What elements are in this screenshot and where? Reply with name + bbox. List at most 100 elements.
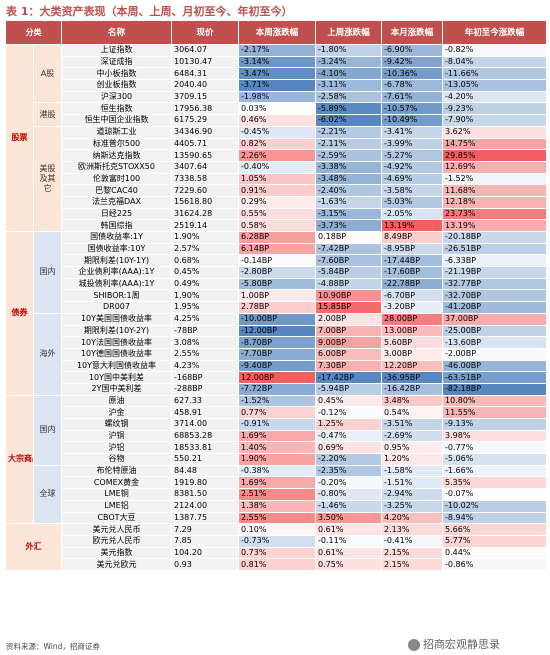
change-value: 3.00BP (381, 347, 443, 361)
change-value: -25.00BP (442, 324, 547, 338)
change-value: -0.12% (315, 406, 382, 419)
table-title: 表 1：大类资产表现（本周、上周、月初至今、年初至今） (6, 5, 293, 18)
change-value: -3.71% (238, 79, 316, 92)
table-row: 海外 10Y美国国债收益率 4.25% -10.00BP 2.00BP 28.00BP 37… (6, 312, 547, 396)
category-label: 债券 (5, 231, 34, 396)
change-value: -7.61% (381, 90, 443, 104)
wechat-icon (408, 639, 420, 651)
change-value: -2.00BP (442, 347, 547, 361)
table-row: 国债收益率:10Y 2.57% 6.14BP -7.42BP -8.95BP -26.51… (6, 242, 547, 256)
change-value: 0.95% (381, 441, 443, 455)
asset-price: 17956.38 (171, 102, 239, 116)
change-value: -17.42BP (315, 371, 382, 384)
asset-price: 4.23% (171, 359, 239, 373)
change-value: 9.00BP (315, 336, 382, 349)
change-value: 0.91% (238, 184, 316, 197)
change-value: -1.66% (442, 464, 547, 478)
change-value: -82.18BP (442, 382, 547, 396)
change-value: 6.00BP (315, 347, 382, 361)
change-value: 12.00BP (238, 371, 316, 384)
change-value: 2.15% (381, 558, 443, 571)
asset-price: 7338.58 (171, 172, 239, 186)
asset-name: 螺纹钢 (61, 418, 172, 431)
table-row: 债券 国内 国债收益率:1Y 1.90% 6.28BP 0.18BP 8.49BP -20.1… (5, 231, 547, 396)
change-value: -6.70BP (381, 289, 443, 303)
change-value: 10.90BP (315, 289, 382, 303)
asset-price: 2519.14 (171, 219, 239, 232)
table-row: 韩国综指 2519.14 0.58% -3.73% 13.19% 13.19% (6, 219, 547, 232)
change-value: -5.03% (381, 195, 443, 209)
table-row: 10Y意大利国债收益率 4.23% -9.40BP 7.30BP 12.20BP -46.… (6, 359, 547, 373)
change-value: -63.51BP (442, 371, 547, 384)
change-value: -8.04% (442, 55, 547, 69)
header-ytd-change: 年初至今涨跌幅 (442, 20, 547, 45)
change-value: -10.02% (442, 499, 547, 513)
change-value: 2.78BP (238, 301, 316, 314)
change-value: -0.38% (238, 464, 316, 478)
change-value: -10.36% (381, 67, 443, 81)
change-value: 3.50% (315, 511, 382, 525)
asset-name: 企业债利率(AAA):1Y (61, 266, 172, 279)
header-mtd-change: 本月涨跌幅 (381, 20, 443, 45)
change-value: 0.55% (238, 207, 316, 221)
asset-price: 104.20 (171, 546, 239, 560)
change-value: -1.80% (315, 44, 382, 57)
change-value: -0.14BP (238, 254, 316, 268)
asset-name: 国债收益率:10Y (61, 242, 172, 256)
change-value: 13.19% (381, 219, 443, 232)
asset-name: DR007 (61, 301, 172, 314)
change-value: 3.48% (381, 394, 443, 408)
change-value: -0.41% (381, 534, 443, 548)
change-value: 29.85% (442, 149, 547, 162)
asset-price: 3709.15 (171, 90, 239, 104)
table-row: 期限利差(10Y-2Y) -78BP -12.00BP 7.00BP 13.00BP -2… (6, 324, 547, 338)
change-value: -2.35% (315, 464, 382, 478)
change-value: 7.30BP (315, 359, 382, 373)
asset-price: 15618.80 (171, 195, 239, 209)
change-value: 0.45% (315, 394, 382, 408)
change-value: 2.26% (238, 149, 316, 162)
table-row: 全球 布伦特原油 84.48 -0.38% -2.35% -1.58% -1.66% (6, 464, 547, 525)
change-value: -5.89% (315, 102, 382, 116)
change-value: -6.78% (381, 79, 443, 92)
change-value: 0.44% (442, 546, 547, 560)
asset-name: 10Y国中美利差 (61, 371, 172, 384)
asset-price: 627.33 (171, 394, 239, 408)
asset-price: 1919.80 (171, 476, 239, 490)
change-value: 13.19% (442, 219, 547, 232)
asset-price: 0.49% (171, 277, 239, 291)
change-value: -3.14% (238, 55, 316, 69)
table-row: 恒生中国企业指数 6175.29 0.46% -6.02% -10.49% -7.90% (6, 114, 547, 127)
change-value: -1.52% (238, 394, 316, 408)
change-value: -6.33BP (442, 254, 547, 268)
change-value: -3.51% (381, 418, 443, 431)
change-value: -4.10% (315, 67, 382, 81)
change-value: -12.00BP (238, 324, 316, 338)
change-value: 2.55% (238, 511, 316, 525)
change-value: 14.75% (442, 137, 547, 151)
change-value: -10.57% (381, 102, 443, 116)
asset-name: 谷物 (61, 453, 172, 466)
change-value: -36.95BP (381, 371, 443, 384)
change-value: 2.00BP (315, 312, 382, 326)
change-value: 4.20% (381, 511, 443, 525)
table-row: 日经225 31624.28 0.55% -3.15% -2.05% 23.73% (6, 207, 547, 221)
subcategory-label: 全球 (33, 464, 62, 525)
asset-price: 4.25% (171, 312, 239, 326)
asset-name: 巴黎CAC40 (61, 184, 172, 197)
asset-price: 7229.60 (171, 184, 239, 197)
subcategory-label: 海外 (33, 312, 62, 396)
change-value: -5.80BP (238, 277, 316, 291)
change-value: 1.69% (238, 476, 316, 490)
table-row: DR007 1.95% 2.78BP 15.85BP -3.20BP -41.20BP (6, 301, 547, 314)
category-label: 大宗商品 (5, 394, 34, 525)
change-value: -46.00BP (442, 359, 547, 373)
table-row: 中小板指数 6484.31 -3.47% -4.10% -10.36% -11.66% (6, 67, 547, 81)
change-value: 0.29% (238, 195, 316, 209)
change-value: -2.17% (238, 44, 316, 57)
change-value: 0.77% (238, 406, 316, 419)
asset-name: 欧元兑人民币 (61, 534, 172, 548)
change-value: -6.90% (381, 44, 443, 57)
asset-name: CBOT大豆 (61, 511, 172, 525)
change-value: -2.94% (381, 488, 443, 501)
